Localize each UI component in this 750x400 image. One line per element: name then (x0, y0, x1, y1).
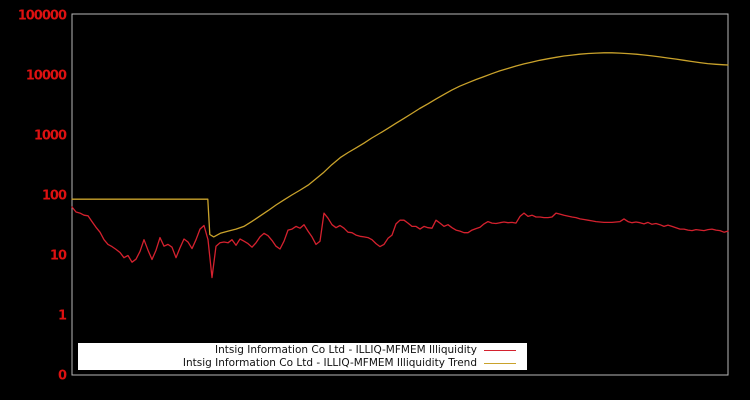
illiquidity-line (71, 206, 729, 279)
legend-item-trend: Intsig Information Co Ltd - ILLIQ-MFMEM … (78, 357, 527, 370)
legend-label-illiquidity: Intsig Information Co Ltd - ILLIQ-MFMEM … (215, 343, 477, 356)
legend-item-illiquidity: Intsig Information Co Ltd - ILLIQ-MFMEM … (78, 344, 527, 357)
legend-swatch-illiquidity-line (484, 349, 516, 351)
plot-frame (71, 13, 729, 376)
y-tick-label: 0 (58, 369, 67, 384)
y-tick-label: 100 (42, 189, 67, 204)
legend: Intsig Information Co Ltd - ILLIQ-MFMEM … (78, 343, 527, 370)
legend-swatch-trend-line (484, 362, 516, 364)
illiquidity-trend-line (71, 52, 729, 238)
series-lines (71, 52, 729, 279)
y-tick-label: 100000 (18, 9, 67, 24)
y-tick-label: 1000 (34, 129, 67, 144)
y-tick-label: 10000 (26, 69, 67, 84)
y-tick-label: 1 (58, 309, 67, 324)
legend-label-trend: Intsig Information Co Ltd - ILLIQ-MFMEM … (182, 356, 477, 369)
y-tick-label: 10 (50, 249, 67, 264)
